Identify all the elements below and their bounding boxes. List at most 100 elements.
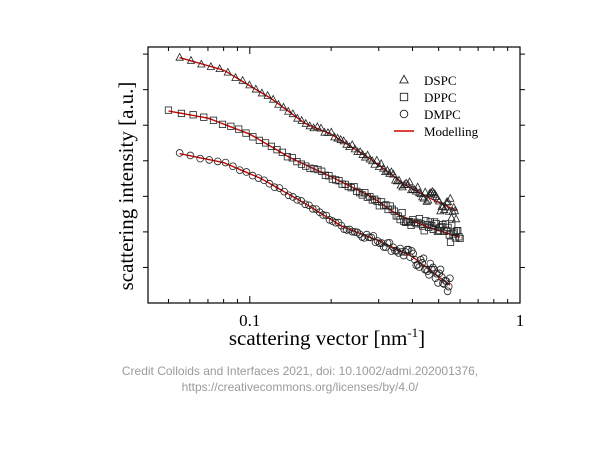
marker-dppc — [371, 195, 379, 203]
marker-dspc — [283, 106, 293, 115]
marker-dmpc — [221, 158, 230, 167]
marker-dspc — [215, 64, 224, 73]
marker-dppc — [358, 191, 366, 199]
marker-dspc — [410, 184, 419, 193]
marker-dmpc — [345, 225, 354, 234]
marker-dmpc — [270, 183, 279, 192]
marker-dmpc — [242, 168, 251, 176]
marker-dspc — [394, 175, 404, 184]
marker-dppc — [235, 125, 243, 133]
marker-dspc — [414, 188, 424, 197]
marker-dmpc — [353, 228, 362, 237]
marker-dmpc — [289, 193, 297, 201]
marker-dmpc — [275, 184, 284, 192]
marker-dppc — [444, 223, 452, 231]
marker-dmpc — [404, 245, 413, 254]
marker-dppc — [310, 165, 318, 173]
marker-dppc — [382, 201, 390, 209]
marker-dmpc — [308, 204, 317, 213]
marker-dspc — [268, 94, 278, 103]
marker-dmpc — [348, 227, 356, 236]
marker-dspc — [245, 80, 254, 89]
marker-dppc — [396, 215, 404, 224]
legend-label-dppc: DPPC — [424, 90, 457, 105]
marker-dppc — [455, 233, 463, 241]
marker-dspc — [231, 72, 240, 81]
credit-line-1: Credit Colloids and Interfaces 2021, doi… — [121, 364, 479, 378]
marker-dspc — [420, 187, 430, 196]
marker-dmpc — [426, 259, 435, 268]
marker-dspc — [442, 197, 451, 206]
marker-dspc — [450, 206, 460, 215]
legend-circle-icon — [399, 109, 409, 119]
marker-dspc — [206, 61, 216, 70]
marker-dspc — [263, 90, 272, 99]
marker-dspc — [305, 121, 315, 130]
marker-dmpc — [439, 279, 447, 287]
marker-dspc — [419, 193, 429, 202]
y-axis-label: scattering intensity [a.u.] — [114, 82, 138, 291]
marker-dppc — [373, 197, 381, 205]
marker-dspc — [429, 188, 439, 197]
marker-dppc — [200, 113, 208, 121]
marker-dspc — [326, 127, 336, 136]
saxs-chart: 0.1 1 DSPC DPPC DMPC Modelling scattering ve… — [114, 46, 525, 350]
marker-dppc — [306, 164, 314, 172]
marker-dmpc — [427, 265, 436, 274]
marker-dppc — [288, 154, 296, 162]
marker-dspc — [323, 127, 333, 136]
marker-dppc — [164, 106, 173, 114]
marker-dspc — [434, 196, 444, 205]
marker-dppc — [227, 122, 235, 130]
x-tick-label: 0.1 — [239, 311, 260, 330]
marker-dspc — [368, 156, 377, 165]
marker-dspc — [423, 195, 433, 204]
marker-dspc — [401, 178, 411, 187]
marker-dspc — [360, 152, 370, 161]
marker-dppc — [209, 116, 218, 124]
marker-dmpc — [205, 156, 214, 164]
legend-label-modelling: Modelling — [424, 124, 479, 139]
marker-dmpc — [367, 233, 376, 242]
marker-dppc — [318, 167, 326, 175]
marker-dspc — [339, 136, 348, 145]
marker-dspc — [389, 169, 398, 178]
credit-line-2: https://creativecommons.org/licenses/by/… — [181, 380, 419, 394]
marker-dspc — [370, 159, 379, 168]
marker-dmpc — [377, 239, 386, 247]
marker-dspc — [385, 168, 394, 177]
plot-area: 0.1 1 — [143, 46, 525, 330]
marker-dspc — [448, 206, 457, 215]
marker-dmpc — [446, 274, 454, 283]
marker-dspc — [301, 118, 311, 127]
marker-dmpc — [419, 254, 428, 263]
marker-dmpc — [331, 218, 340, 227]
marker-dppc — [448, 221, 456, 230]
marker-dspc — [446, 193, 455, 202]
marker-dppc — [388, 205, 396, 213]
marker-dmpc — [436, 265, 445, 274]
marker-dspc — [288, 109, 298, 118]
marker-dspc — [363, 150, 372, 159]
marker-dspc — [392, 176, 402, 185]
marker-dmpc — [280, 187, 288, 196]
legend-label-dspc: DSPC — [424, 73, 457, 88]
marker-dmpc — [196, 154, 205, 163]
marker-dspc — [441, 202, 450, 211]
marker-dspc — [372, 155, 382, 164]
marker-dmpc — [431, 274, 440, 283]
x-axis-label: scattering vector [nm-1] — [229, 325, 425, 350]
marker-dmpc — [441, 276, 450, 285]
legend: DSPC DPPC DMPC Modelling — [394, 73, 479, 139]
marker-dspc — [345, 142, 354, 151]
legend-label-dmpc: DMPC — [424, 107, 461, 122]
marker-dppc — [350, 183, 358, 191]
marker-dppc — [314, 165, 322, 174]
marker-dspc — [413, 182, 422, 191]
marker-dmpc — [365, 233, 373, 242]
marker-dppc — [456, 234, 464, 243]
marker-dspc — [238, 75, 247, 84]
marker-dmpc — [343, 226, 351, 234]
marker-dppc — [400, 217, 408, 225]
marker-dspc — [316, 123, 326, 132]
